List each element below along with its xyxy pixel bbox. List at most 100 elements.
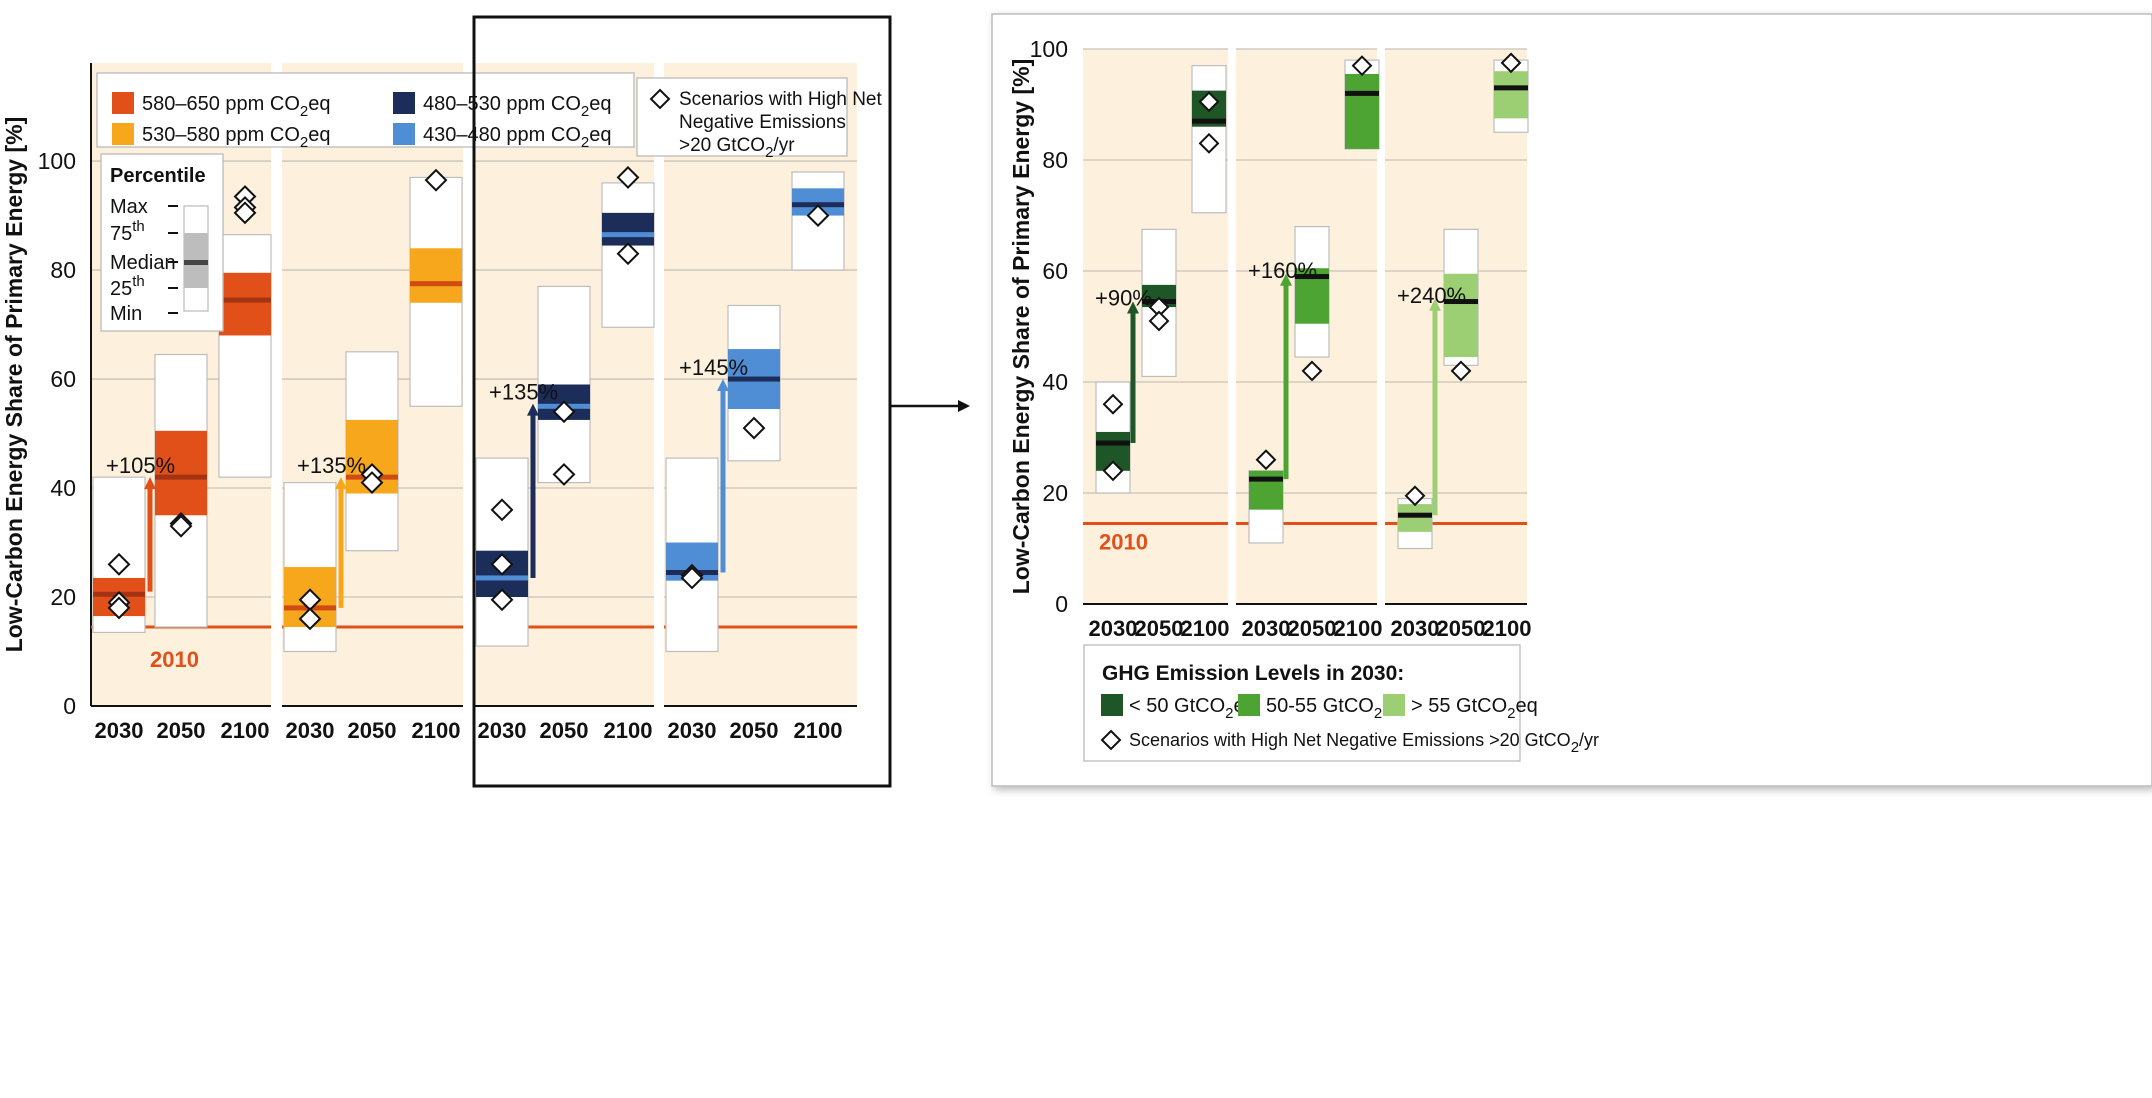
- x-tick-label: 2100: [1334, 616, 1383, 641]
- box-median: [728, 376, 780, 382]
- box-iqr: [1444, 273, 1478, 358]
- y-tick-label: 0: [63, 693, 76, 719]
- diamond-marker: [1255, 449, 1277, 471]
- percentile-label: 75th: [110, 218, 145, 245]
- diamond-marker: [298, 607, 322, 631]
- y-tick-label: 100: [1030, 36, 1068, 62]
- arrow-head: [527, 403, 539, 416]
- diamond-legend-box: [636, 77, 848, 157]
- arrow-head: [1429, 298, 1441, 311]
- y-axis-label: Low-Carbon Energy Share of Primary Energ…: [1008, 59, 1034, 595]
- diamond-marker: [490, 498, 514, 522]
- increase-arrow: [335, 477, 347, 608]
- percentile-label: Median: [110, 252, 176, 274]
- y-axis-label: Low-Carbon Energy Share of Primary Energ…: [1, 117, 27, 653]
- x-tick-label: 2030: [1391, 616, 1440, 641]
- diamond-marker: [1102, 393, 1124, 415]
- y-tick-label: 100: [38, 148, 76, 174]
- legend-label: 430–480 ppm CO2eq: [423, 124, 611, 151]
- box-median: [1192, 118, 1226, 124]
- x-tick-label: 2050: [1135, 616, 1184, 641]
- box-iqr: [602, 212, 654, 246]
- x-tick-label: 2050: [1288, 616, 1337, 641]
- y-tick-label: 80: [50, 257, 76, 283]
- increase-arrow: [1127, 301, 1139, 444]
- x-tick-label: 2100: [1181, 616, 1230, 641]
- box-median: [1249, 476, 1283, 482]
- legend-swatch: [393, 92, 415, 114]
- diamond-marker: [1102, 460, 1124, 482]
- diamond-legend-line2: Negative Emissions: [679, 112, 846, 133]
- legend-swatch: [1383, 694, 1405, 716]
- diamond-marker: [552, 462, 576, 486]
- box-range: [218, 234, 272, 478]
- box-iqr: [1398, 504, 1432, 532]
- y-tick-label: 0: [1055, 591, 1068, 617]
- legend-swatch: [112, 92, 134, 114]
- x-tick-label: 2030: [286, 718, 335, 743]
- y-tick-label: 40: [1042, 369, 1068, 395]
- x-tick-label: 2030: [478, 718, 527, 743]
- diamond-marker: [1351, 55, 1373, 77]
- legend-box: [1083, 644, 1521, 762]
- reference-line-label: 2010: [150, 647, 199, 672]
- arrow-head: [717, 379, 729, 392]
- increase-label: +160%: [1248, 258, 1317, 283]
- increase-label: +90%: [1095, 286, 1152, 311]
- percentile-label: Max: [110, 196, 148, 218]
- legend-label: 580–650 ppm CO2eq: [142, 93, 330, 120]
- legend-swatch: [1101, 694, 1123, 716]
- y-tick-label: 20: [50, 584, 76, 610]
- box-median: [602, 232, 654, 238]
- box-iqr: [1494, 71, 1528, 119]
- legend-swatch: [1238, 694, 1260, 716]
- legend-box: [96, 72, 635, 148]
- highlight-frame: [472, 15, 892, 788]
- diamond-legend-label: Scenarios with High Net Negative Emissio…: [1129, 730, 1599, 756]
- diamond-marker: [233, 201, 257, 225]
- diamond-marker: [552, 400, 576, 424]
- box-iqr: [410, 248, 462, 303]
- diamond-marker: [169, 514, 193, 538]
- diamond-legend-icon: [1100, 729, 1122, 751]
- arrow-head: [1127, 301, 1139, 314]
- diamond-marker: [1198, 91, 1220, 113]
- x-tick-label: 2100: [1483, 616, 1532, 641]
- box-iqr: [1345, 73, 1379, 149]
- diamond-marker: [490, 588, 514, 612]
- increase-arrow: [144, 477, 156, 592]
- connector-arrow-head: [958, 400, 970, 412]
- legend-title: GHG Emission Levels in 2030:: [1102, 662, 1404, 685]
- increase-label: +240%: [1397, 283, 1466, 308]
- increase-label: +145%: [679, 355, 748, 380]
- y-tick-label: 20: [1042, 480, 1068, 506]
- legend-swatch: [393, 123, 415, 145]
- box-median: [1444, 299, 1478, 305]
- percentile-label: 25th: [110, 273, 145, 300]
- box-iqr: [155, 430, 207, 516]
- diamond-marker: [742, 416, 766, 440]
- diamond-marker: [1301, 360, 1323, 382]
- legend-label: 480–530 ppm CO2eq: [423, 93, 611, 120]
- diamond-marker: [1500, 52, 1522, 74]
- diamond-legend-line3: >20 GtCO2/yr: [679, 135, 795, 161]
- diamond-marker: [1450, 360, 1472, 382]
- diamond-marker: [490, 552, 514, 576]
- diamond-legend-icon: [649, 88, 671, 110]
- diamond-marker: [360, 471, 384, 494]
- box-median: [1398, 512, 1432, 518]
- y-tick-label: 60: [50, 366, 76, 392]
- percentile-label: Min: [110, 303, 142, 325]
- increase-label: +105%: [106, 453, 175, 478]
- x-tick-label: 2100: [412, 718, 461, 743]
- diamond-marker: [1148, 310, 1170, 332]
- x-tick-label: 2030: [1242, 616, 1291, 641]
- diamond-marker: [806, 204, 830, 227]
- x-tick-label: 2050: [1437, 616, 1486, 641]
- legend-label: 530–580 ppm CO2eq: [142, 124, 330, 151]
- increase-label: +135%: [297, 453, 366, 478]
- x-tick-label: 2050: [157, 718, 206, 743]
- increase-arrow: [717, 379, 729, 573]
